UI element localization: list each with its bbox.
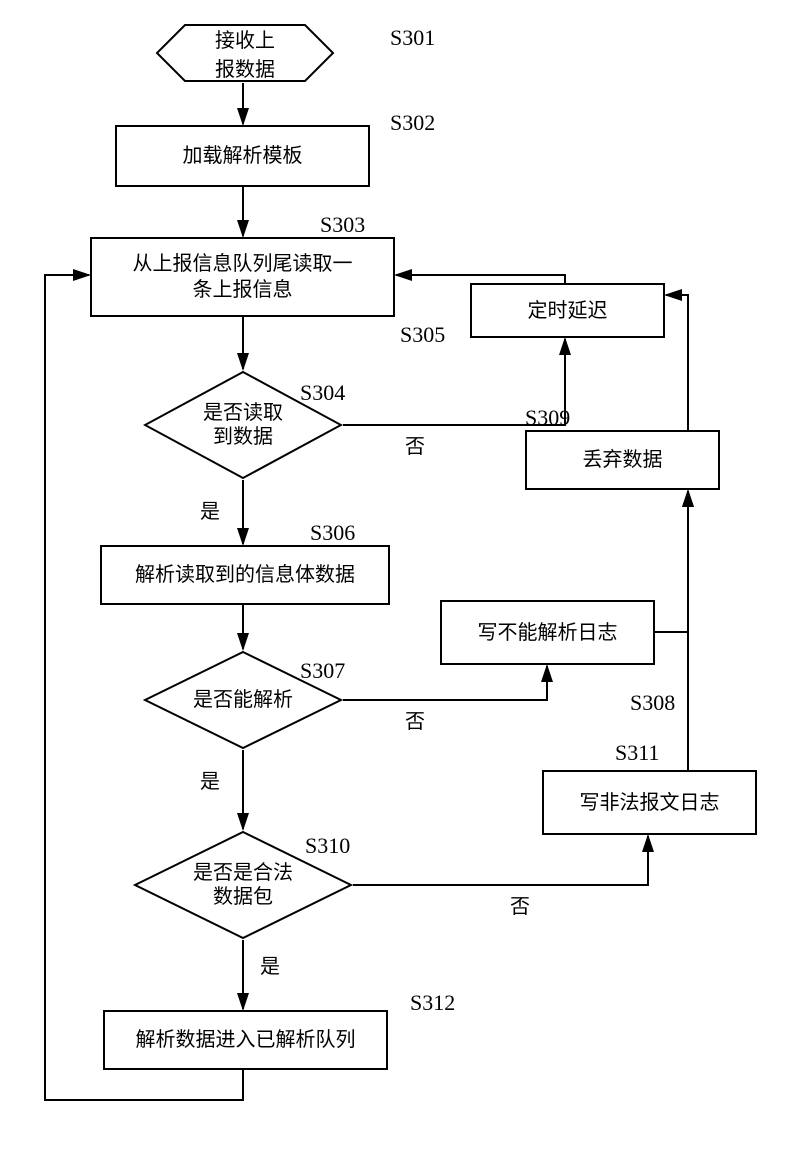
node-s303-text: 从上报信息队列尾读取一条上报信息: [133, 251, 353, 303]
step-label-s311: S311: [615, 740, 659, 766]
step-label-s307: S307: [300, 658, 345, 684]
node-s306-text: 解析读取到的信息体数据: [135, 562, 355, 588]
step-label-s304: S304: [300, 380, 345, 406]
node-s305: 定时延迟: [470, 283, 665, 338]
step-label-s306: S306: [310, 520, 355, 546]
step-label-s312: S312: [410, 990, 455, 1016]
edge-s310-no: 否: [510, 890, 530, 919]
node-s301-text: 接收上报数据: [155, 23, 335, 83]
node-s312-text: 解析数据进入已解析队列: [136, 1027, 356, 1053]
step-label-s310: S310: [305, 833, 350, 859]
step-label-s309: S309: [525, 405, 570, 431]
node-s303: 从上报信息队列尾读取一条上报信息: [90, 237, 395, 317]
node-s311: 写非法报文日志: [542, 770, 757, 835]
node-s312: 解析数据进入已解析队列: [103, 1010, 388, 1070]
node-s308-text: 写不能解析日志: [478, 620, 618, 646]
node-s302: 加载解析模板: [115, 125, 370, 187]
edge-s304-no: 否: [405, 430, 425, 459]
node-s308: 写不能解析日志: [440, 600, 655, 665]
node-s311-text: 写非法报文日志: [580, 790, 720, 816]
edge-s307-yes: 是: [200, 765, 220, 794]
edge-s310-yes: 是: [260, 950, 280, 979]
node-s309-text: 丢弃数据: [583, 447, 663, 473]
step-label-s305: S305: [400, 322, 445, 348]
step-label-s303: S303: [320, 212, 365, 238]
node-s309: 丢弃数据: [525, 430, 720, 490]
step-label-s308: S308: [630, 690, 675, 716]
edge-s304-yes: 是: [200, 495, 220, 524]
node-s302-text: 加载解析模板: [183, 143, 303, 169]
edge-s307-no: 否: [405, 705, 425, 734]
node-s306: 解析读取到的信息体数据: [100, 545, 390, 605]
step-label-s301: S301: [390, 25, 435, 51]
node-s301: 接收上报数据: [155, 23, 335, 83]
node-s305-text: 定时延迟: [528, 298, 608, 324]
step-label-s302: S302: [390, 110, 435, 136]
